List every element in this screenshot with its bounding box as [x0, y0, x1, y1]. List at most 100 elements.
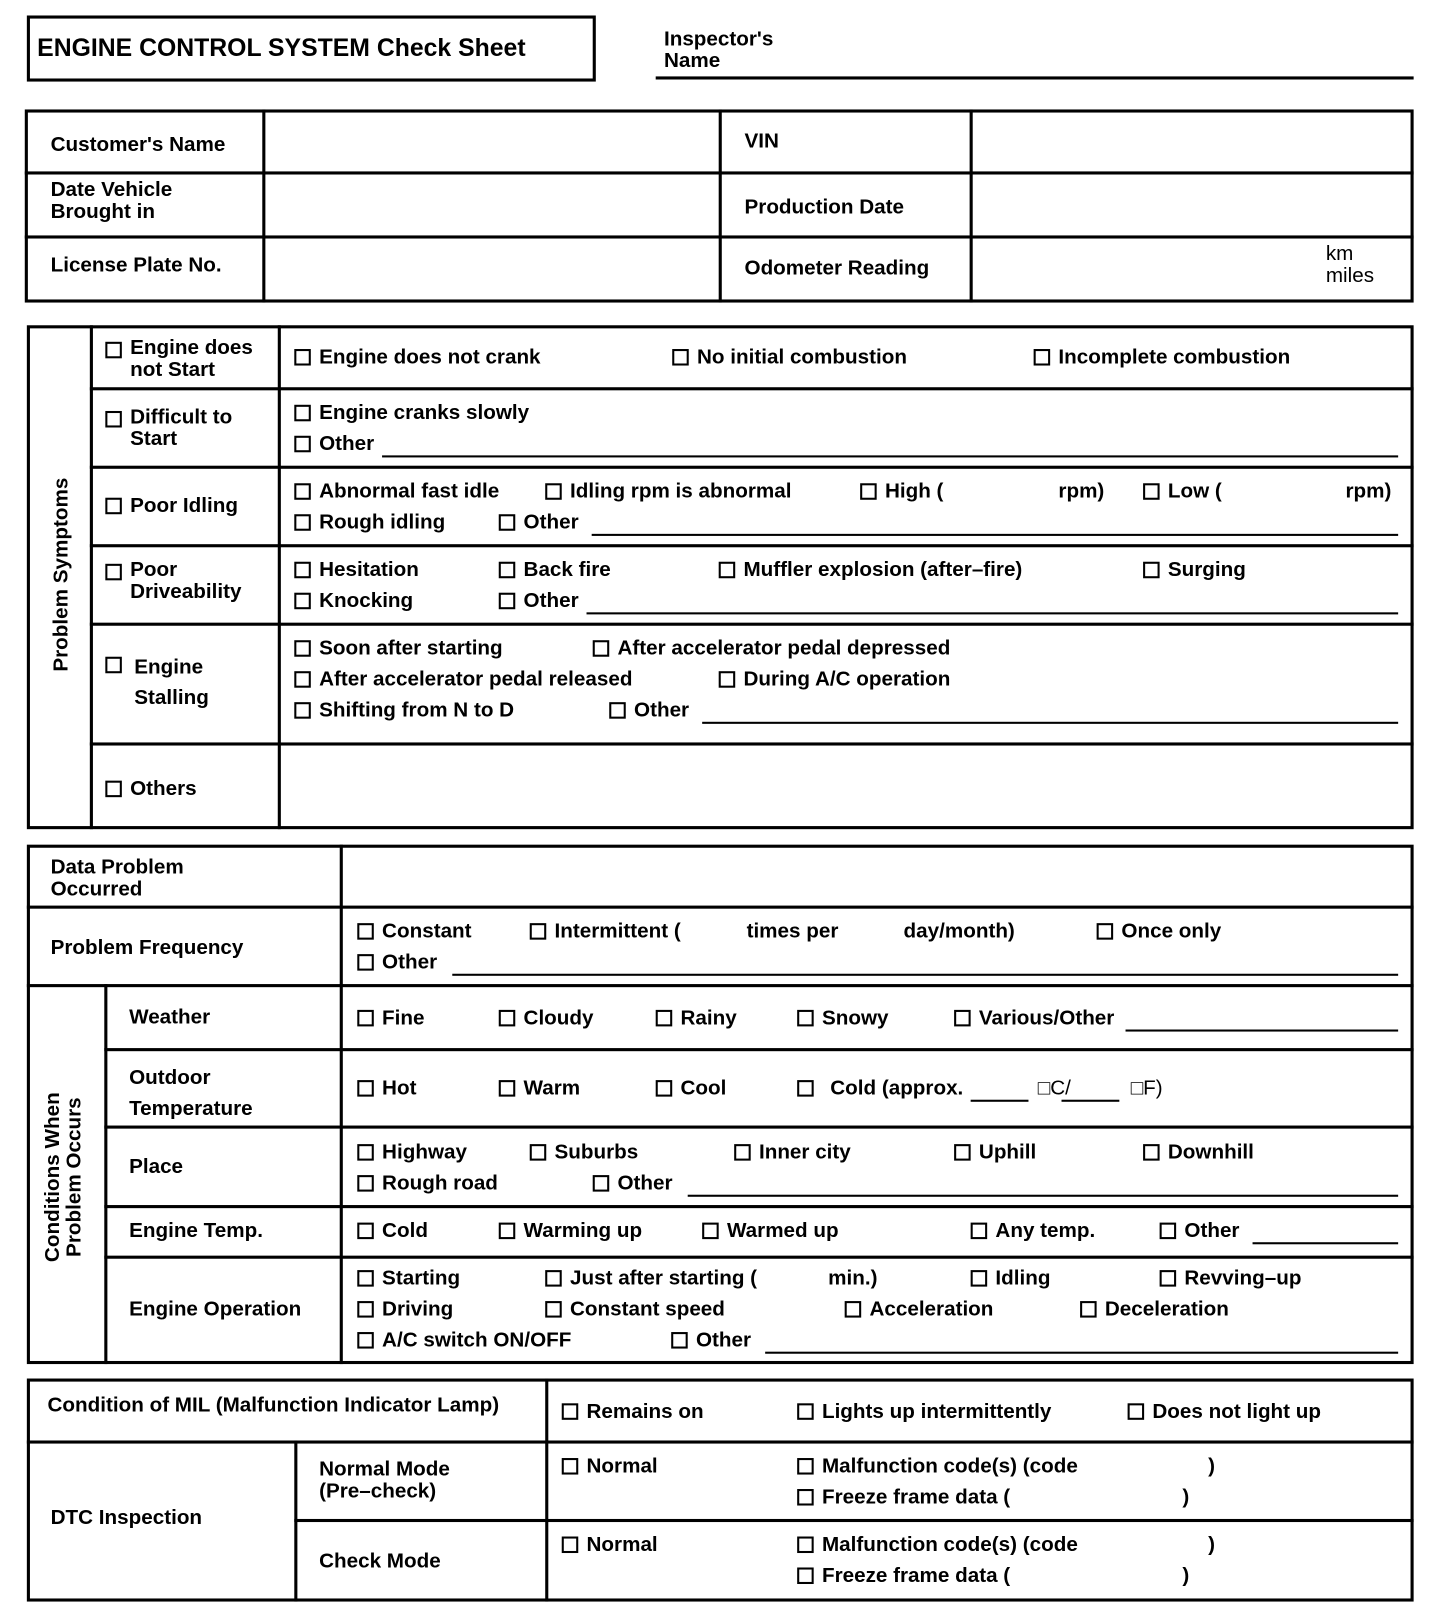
option[interactable]: Rainy: [655, 1006, 737, 1031]
option[interactable]: Starting: [357, 1266, 460, 1291]
option[interactable]: Shifting from N to D: [294, 698, 514, 723]
option[interactable]: Idling rpm is abnormal: [545, 479, 791, 504]
symptom-difficult-to-start[interactable]: Difficult to Start: [105, 406, 232, 450]
option[interactable]: Warmed up: [702, 1218, 839, 1243]
option[interactable]: Uphill: [954, 1140, 1036, 1165]
checkbox[interactable]: [1143, 1144, 1160, 1161]
checkbox[interactable]: [357, 1009, 374, 1027]
option[interactable]: Acceleration: [844, 1297, 993, 1322]
checkbox[interactable]: [734, 1144, 751, 1161]
option[interactable]: Low (: [1143, 479, 1222, 504]
option[interactable]: Malfunction code(s) (code: [797, 1454, 1078, 1479]
option[interactable]: Remains on: [561, 1399, 704, 1424]
inspector-name-field[interactable]: [655, 76, 1414, 80]
symptom-others[interactable]: Others: [105, 777, 197, 802]
option[interactable]: Cloudy: [498, 1006, 594, 1031]
other-line[interactable]: [687, 1194, 1399, 1197]
option[interactable]: Abnormal fast idle: [294, 479, 499, 504]
option[interactable]: Warming up: [498, 1218, 642, 1243]
checkbox[interactable]: [498, 1222, 516, 1240]
odometer-field[interactable]: [974, 240, 1325, 300]
checkbox[interactable]: [294, 592, 311, 610]
option[interactable]: Hesitation: [294, 558, 419, 583]
option[interactable]: Engine cranks slowly: [294, 401, 529, 426]
symptom-engine-stalling-checkbox[interactable]: [105, 656, 122, 674]
option[interactable]: Other: [294, 432, 374, 457]
option[interactable]: High (: [860, 479, 943, 504]
checkbox[interactable]: [294, 514, 311, 531]
checkbox[interactable]: [655, 1009, 673, 1027]
checkbox[interactable]: [844, 1301, 862, 1318]
checkbox[interactable]: [797, 1567, 814, 1585]
option[interactable]: Revving–up: [1159, 1266, 1301, 1291]
checkbox[interactable]: [294, 671, 311, 688]
checkbox[interactable]: [294, 435, 311, 453]
other-line[interactable]: [591, 533, 1399, 536]
option[interactable]: Muffler explosion (after–fire): [718, 558, 1022, 583]
license-plate-field[interactable]: [266, 240, 717, 300]
checkbox[interactable]: [105, 780, 122, 798]
checkbox[interactable]: [655, 1080, 673, 1097]
option[interactable]: Idling: [970, 1266, 1050, 1291]
checkbox[interactable]: [609, 702, 626, 719]
checkbox[interactable]: [797, 1489, 814, 1506]
checkbox[interactable]: [357, 954, 374, 971]
option[interactable]: Normal: [561, 1454, 658, 1479]
checkbox[interactable]: [718, 671, 736, 688]
option[interactable]: Intermittent (: [529, 919, 681, 944]
option[interactable]: Warm: [498, 1076, 580, 1101]
checkbox[interactable]: [592, 1175, 610, 1192]
checkbox[interactable]: [105, 563, 122, 581]
symptom-engine-does-not-start[interactable]: Engine does not Start: [105, 337, 253, 381]
option[interactable]: After accelerator pedal released: [294, 667, 632, 692]
other-line[interactable]: [765, 1351, 1399, 1354]
checkbox[interactable]: [545, 1270, 562, 1287]
symptom-poor-driveability[interactable]: Poor Driveability: [105, 559, 241, 603]
option[interactable]: During A/C operation: [718, 667, 950, 692]
checkbox[interactable]: [970, 1270, 988, 1287]
option[interactable]: Does not light up: [1127, 1399, 1321, 1424]
checkbox[interactable]: [672, 349, 689, 366]
other-line[interactable]: [702, 721, 1399, 724]
checkbox[interactable]: [294, 640, 311, 657]
checkbox[interactable]: [357, 1175, 374, 1192]
checkbox[interactable]: [954, 1009, 971, 1027]
checkbox[interactable]: [545, 483, 562, 500]
option[interactable]: A/C switch ON/OFF: [357, 1328, 571, 1353]
checkbox[interactable]: [357, 1222, 374, 1240]
checkbox[interactable]: [545, 1301, 562, 1318]
option[interactable]: Other: [609, 698, 689, 723]
checkbox[interactable]: [498, 514, 516, 531]
checkbox[interactable]: [797, 1403, 814, 1420]
option[interactable]: Incomplete combustion: [1033, 345, 1290, 370]
checkbox[interactable]: [1033, 349, 1051, 366]
checkbox[interactable]: [498, 1009, 516, 1027]
option[interactable]: Highway: [357, 1140, 467, 1165]
option[interactable]: Back fire: [498, 558, 611, 583]
option[interactable]: Various/Other: [954, 1006, 1114, 1031]
checkbox[interactable]: [797, 1458, 814, 1475]
option[interactable]: After accelerator pedal depressed: [592, 636, 950, 661]
option[interactable]: Any temp.: [970, 1218, 1095, 1243]
other-line[interactable]: [452, 973, 1399, 976]
checkbox[interactable]: [718, 561, 736, 579]
option[interactable]: Engine does not crank: [294, 345, 541, 370]
option[interactable]: Once only: [1096, 919, 1221, 944]
checkbox[interactable]: [1080, 1301, 1097, 1318]
checkbox[interactable]: [702, 1222, 719, 1240]
checkbox[interactable]: [1143, 483, 1160, 500]
option[interactable]: Other: [357, 950, 437, 975]
data-problem-occurred-field[interactable]: [344, 848, 1410, 905]
other-line[interactable]: [586, 612, 1399, 615]
option[interactable]: Other: [498, 510, 579, 535]
checkbox[interactable]: [797, 1009, 814, 1027]
checkbox[interactable]: [954, 1144, 971, 1161]
option[interactable]: Knocking: [294, 589, 413, 614]
other-line[interactable]: [1125, 1029, 1399, 1032]
celsius-line[interactable]: [970, 1099, 1029, 1102]
checkbox[interactable]: [357, 1270, 374, 1287]
option[interactable]: No initial combustion: [672, 345, 907, 370]
option[interactable]: Cold (approx.: [797, 1076, 963, 1101]
option[interactable]: Other: [592, 1171, 673, 1196]
option[interactable]: Downhill: [1143, 1140, 1254, 1165]
